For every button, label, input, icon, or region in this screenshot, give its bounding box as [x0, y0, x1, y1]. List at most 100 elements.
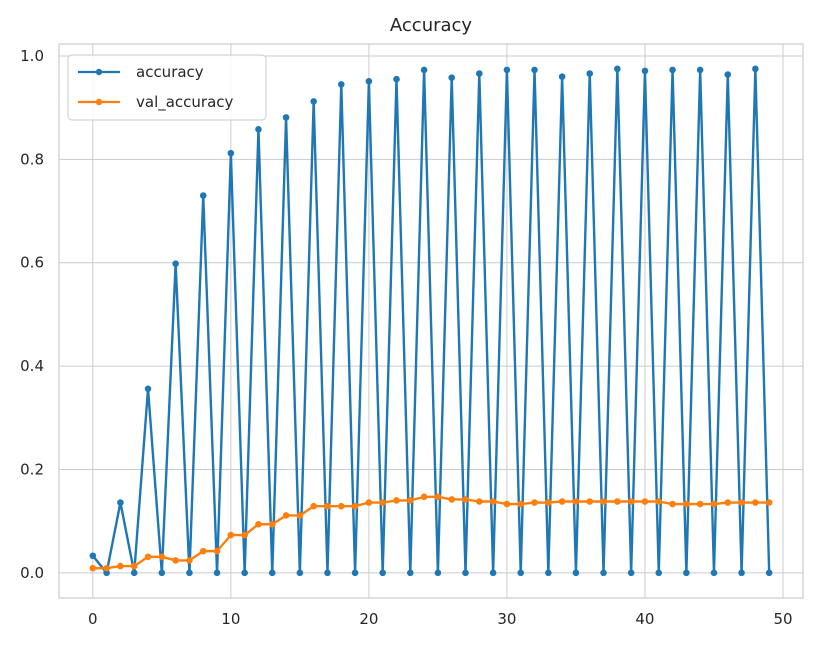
data-point-accuracy — [337, 81, 345, 88]
data-point-val-accuracy — [462, 496, 469, 503]
data-point-val-accuracy — [365, 499, 373, 506]
data-point-val-accuracy — [531, 499, 538, 506]
data-point-val-accuracy — [545, 499, 552, 506]
data-point-val-accuracy — [172, 557, 179, 564]
data-point-accuracy — [420, 66, 428, 74]
data-point-accuracy — [117, 499, 124, 506]
data-point-val-accuracy — [627, 498, 635, 505]
data-point-accuracy — [351, 569, 359, 577]
data-point-val-accuracy — [282, 512, 290, 519]
data-point-accuracy — [586, 70, 594, 77]
y-tick-label: 0.0 — [20, 564, 44, 582]
data-point-accuracy — [669, 66, 676, 74]
data-point-val-accuracy — [724, 499, 732, 506]
data-point-accuracy — [517, 569, 525, 577]
data-point-val-accuracy — [696, 500, 704, 508]
data-point-val-accuracy — [503, 500, 511, 508]
legend-marker-val-accuracy — [95, 98, 103, 106]
data-point-accuracy — [738, 569, 745, 577]
data-point-val-accuracy — [489, 498, 497, 505]
data-point-val-accuracy — [117, 562, 124, 570]
data-point-accuracy — [476, 70, 483, 77]
data-point-val-accuracy — [310, 502, 317, 510]
data-point-val-accuracy — [752, 499, 759, 506]
data-point-val-accuracy — [89, 564, 97, 572]
data-point-accuracy — [627, 569, 635, 577]
data-point-accuracy — [434, 569, 442, 577]
data-point-accuracy — [641, 67, 649, 75]
y-tick-label: 1.0 — [20, 47, 44, 65]
data-point-val-accuracy — [296, 512, 304, 519]
data-point-val-accuracy — [213, 547, 221, 555]
data-point-accuracy — [531, 66, 538, 74]
data-point-val-accuracy — [683, 500, 690, 508]
data-point-accuracy — [365, 77, 373, 85]
plot-frame — [58, 43, 804, 599]
series-accuracy — [89, 65, 773, 577]
data-point-accuracy — [448, 74, 456, 81]
data-point-accuracy — [503, 66, 511, 74]
x-tick-label: 0 — [88, 610, 98, 628]
data-point-accuracy — [282, 114, 290, 121]
data-point-accuracy — [683, 569, 690, 577]
data-point-val-accuracy — [393, 497, 400, 504]
data-point-val-accuracy — [186, 557, 193, 564]
data-point-val-accuracy — [476, 498, 483, 505]
data-point-accuracy — [103, 569, 110, 577]
data-point-val-accuracy — [434, 493, 442, 501]
data-point-accuracy — [296, 569, 304, 577]
legend-entry-val-accuracy: val_accuracy — [78, 93, 234, 112]
data-point-val-accuracy — [641, 498, 649, 505]
series-layer — [89, 65, 773, 577]
data-point-accuracy — [227, 149, 235, 157]
data-point-val-accuracy — [379, 499, 386, 506]
data-point-accuracy — [89, 552, 97, 560]
data-point-val-accuracy — [351, 502, 359, 510]
data-point-accuracy — [255, 126, 262, 133]
data-point-val-accuracy — [669, 500, 676, 508]
data-point-accuracy — [710, 569, 718, 577]
data-point-accuracy — [199, 192, 207, 199]
data-point-val-accuracy — [337, 502, 345, 510]
data-point-accuracy — [724, 71, 732, 78]
data-point-accuracy — [655, 569, 663, 577]
data-point-val-accuracy — [130, 562, 138, 570]
data-point-val-accuracy — [710, 500, 718, 508]
chart-title: Accuracy — [390, 15, 473, 36]
y-tick-label: 0.2 — [20, 460, 44, 478]
x-tick-label: 30 — [497, 610, 516, 628]
data-point-val-accuracy — [144, 553, 152, 561]
x-axis-ticks: 0 10 20 30 40 50 — [88, 610, 792, 628]
data-point-val-accuracy — [324, 502, 331, 510]
legend: accuracy val_accuracy — [67, 54, 267, 121]
data-point-accuracy — [324, 569, 331, 577]
data-point-val-accuracy — [241, 531, 248, 539]
data-point-val-accuracy — [614, 498, 621, 505]
data-point-accuracy — [130, 569, 138, 577]
data-point-accuracy — [393, 75, 400, 83]
series-val-accuracy — [89, 493, 773, 572]
data-point-accuracy — [558, 73, 566, 80]
data-point-val-accuracy — [199, 547, 207, 555]
data-point-val-accuracy — [448, 496, 456, 503]
y-tick-label: 0.4 — [20, 357, 44, 375]
data-point-accuracy — [379, 569, 386, 577]
data-point-accuracy — [489, 569, 497, 577]
data-point-val-accuracy — [738, 499, 745, 506]
x-tick-label: 40 — [635, 610, 654, 628]
data-point-accuracy — [158, 569, 166, 577]
data-point-accuracy — [752, 65, 759, 73]
data-point-accuracy — [310, 98, 317, 105]
data-point-val-accuracy — [765, 499, 773, 506]
data-point-val-accuracy — [158, 553, 166, 561]
data-point-val-accuracy — [103, 564, 110, 572]
data-point-accuracy — [765, 569, 773, 577]
data-point-accuracy — [462, 569, 469, 577]
y-axis-ticks: 0.0 0.2 0.4 0.6 0.8 1.0 — [20, 47, 44, 582]
x-tick-label: 10 — [221, 610, 240, 628]
x-tick-label: 50 — [773, 610, 792, 628]
data-point-val-accuracy — [255, 520, 262, 528]
data-point-val-accuracy — [600, 498, 607, 505]
data-point-accuracy — [696, 66, 704, 74]
data-point-val-accuracy — [227, 531, 235, 539]
